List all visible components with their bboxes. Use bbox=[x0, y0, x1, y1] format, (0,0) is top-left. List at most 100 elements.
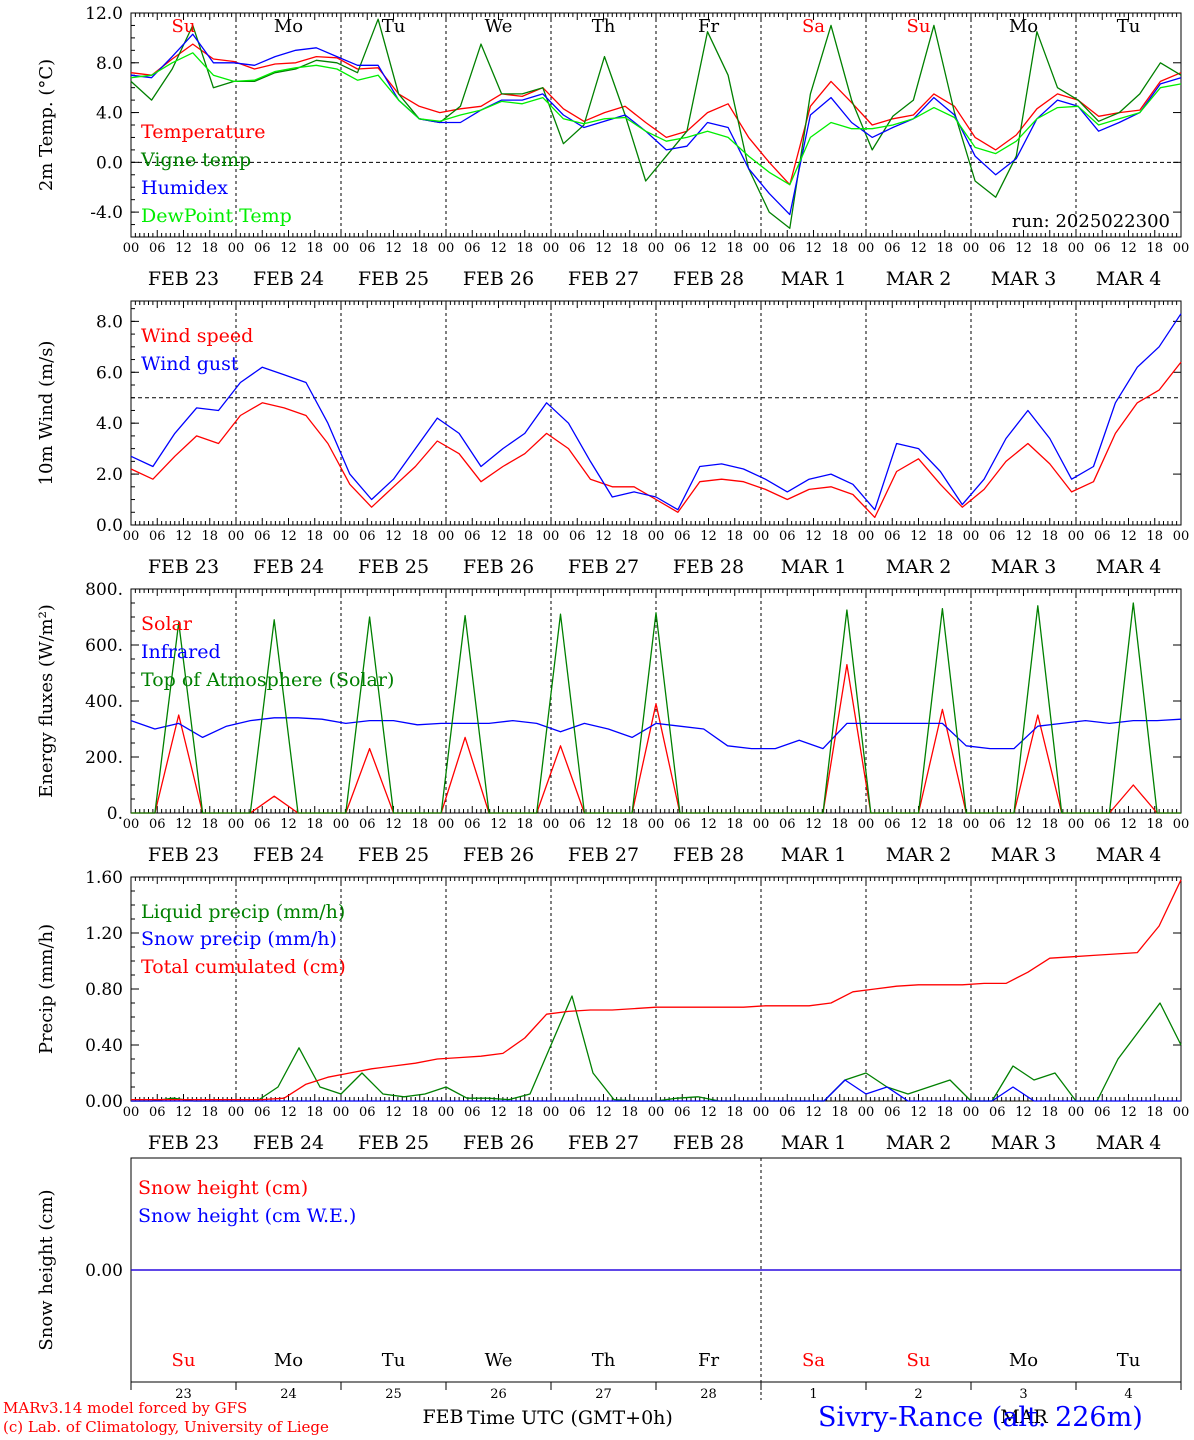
hour-tick-label: 18 bbox=[831, 1105, 848, 1120]
hour-tick-label: 18 bbox=[411, 241, 428, 256]
hour-tick-label: 12 bbox=[175, 241, 192, 256]
date-label: FEB 26 bbox=[463, 556, 534, 578]
date-label: FEB 23 bbox=[148, 268, 219, 290]
hour-tick-label: 18 bbox=[1041, 817, 1058, 832]
hour-tick-label: 00 bbox=[963, 241, 980, 256]
hour-tick-label: 00 bbox=[123, 817, 140, 832]
hour-tick-label: 06 bbox=[779, 529, 796, 544]
hour-tick-label: 06 bbox=[989, 817, 1006, 832]
weekday-label: Mo bbox=[1009, 16, 1038, 37]
month-label: MAR bbox=[1000, 1406, 1048, 1428]
weekday-label: Mo bbox=[1009, 1350, 1038, 1371]
legend-entry: Infrared bbox=[141, 641, 221, 663]
y-tick-label: 800. bbox=[85, 580, 123, 600]
hour-tick-label: 18 bbox=[936, 241, 953, 256]
hour-tick-label: 00 bbox=[543, 817, 560, 832]
hour-tick-label: 12 bbox=[490, 529, 507, 544]
hour-tick-label: 00 bbox=[333, 1105, 350, 1120]
legend-entry: Liquid precip (mm/h) bbox=[141, 901, 345, 923]
hour-tick-label: 00 bbox=[1173, 1105, 1190, 1120]
hour-tick-label: 12 bbox=[700, 241, 717, 256]
y-axis-title: 10m Wind (m/s) bbox=[36, 341, 57, 486]
hour-tick-label: 18 bbox=[516, 241, 533, 256]
legend-entry: DewPoint Temp bbox=[141, 205, 292, 227]
y-tick-label: 0.0 bbox=[96, 153, 123, 173]
hour-tick-label: 18 bbox=[1041, 241, 1058, 256]
hour-tick-label: 12 bbox=[490, 1105, 507, 1120]
y-tick-label: 1.60 bbox=[85, 868, 123, 888]
y-tick-label: 200. bbox=[85, 748, 123, 768]
hour-tick-label: 00 bbox=[1068, 241, 1085, 256]
weekday-label: We bbox=[485, 1350, 513, 1371]
hour-tick-label: 06 bbox=[149, 817, 166, 832]
date-label: FEB 27 bbox=[568, 844, 639, 866]
hour-tick-label: 12 bbox=[490, 817, 507, 832]
day-number-label: 1 bbox=[809, 1387, 817, 1402]
date-label: FEB 28 bbox=[673, 268, 744, 290]
hour-tick-label: 00 bbox=[648, 529, 665, 544]
weekday-label: Su bbox=[172, 16, 196, 37]
hour-tick-label: 00 bbox=[1173, 817, 1190, 832]
day-number-label: 23 bbox=[175, 1387, 192, 1402]
date-label: FEB 23 bbox=[148, 1132, 219, 1154]
hour-tick-label: 00 bbox=[123, 529, 140, 544]
hour-tick-label: 18 bbox=[1146, 241, 1163, 256]
date-label: MAR 2 bbox=[886, 556, 952, 578]
hour-tick-label: 00 bbox=[753, 241, 770, 256]
hour-tick-label: 06 bbox=[674, 529, 691, 544]
hour-tick-label: 00 bbox=[858, 817, 875, 832]
date-label: MAR 1 bbox=[781, 556, 847, 578]
y-tick-label: 1.20 bbox=[85, 924, 123, 944]
hour-tick-label: 00 bbox=[228, 241, 245, 256]
hour-tick-label: 12 bbox=[910, 529, 927, 544]
hour-tick-label: 00 bbox=[543, 1105, 560, 1120]
hour-tick-label: 00 bbox=[333, 529, 350, 544]
hour-tick-label: 12 bbox=[910, 241, 927, 256]
hour-tick-label: 00 bbox=[753, 529, 770, 544]
date-label: MAR 2 bbox=[886, 1132, 952, 1154]
hour-tick-label: 00 bbox=[228, 1105, 245, 1120]
date-label: MAR 4 bbox=[1096, 268, 1162, 290]
date-label: FEB 24 bbox=[253, 844, 324, 866]
series-line-total-cumulated-cm- bbox=[131, 879, 1182, 1101]
hour-tick-label: 06 bbox=[569, 529, 586, 544]
hour-tick-label: 06 bbox=[359, 817, 376, 832]
hour-tick-label: 12 bbox=[910, 817, 927, 832]
hour-tick-label: 12 bbox=[1120, 1105, 1137, 1120]
hour-tick-label: 12 bbox=[700, 817, 717, 832]
station-name: Sivry-Rance (alt. 226m) bbox=[818, 1402, 1143, 1433]
weekday-label: Fr bbox=[698, 1350, 719, 1371]
date-label: MAR 4 bbox=[1096, 556, 1162, 578]
series-line-dewpoint-temp bbox=[130, 52, 1182, 186]
y-tick-label: 0.40 bbox=[85, 1036, 123, 1056]
y-tick-label: -4.0 bbox=[90, 203, 123, 223]
hour-tick-label: 18 bbox=[516, 529, 533, 544]
hour-tick-label: 18 bbox=[201, 817, 218, 832]
plot-frame bbox=[130, 588, 1182, 814]
hour-tick-label: 18 bbox=[726, 529, 743, 544]
month-label: FEB bbox=[422, 1406, 463, 1428]
weekday-label: We bbox=[485, 16, 513, 37]
date-label: FEB 25 bbox=[358, 268, 429, 290]
hour-tick-label: 00 bbox=[123, 1105, 140, 1120]
hour-tick-label: 06 bbox=[569, 241, 586, 256]
hour-tick-label: 06 bbox=[359, 1105, 376, 1120]
hour-tick-label: 06 bbox=[149, 529, 166, 544]
hour-tick-label: 00 bbox=[438, 1105, 455, 1120]
hour-tick-label: 18 bbox=[726, 817, 743, 832]
hour-tick-label: 00 bbox=[123, 241, 140, 256]
date-label: MAR 3 bbox=[991, 556, 1057, 578]
y-tick-label: 0.00 bbox=[85, 1092, 123, 1112]
hour-tick-label: 06 bbox=[1094, 241, 1111, 256]
hour-tick-label: 12 bbox=[595, 817, 612, 832]
hour-tick-label: 12 bbox=[280, 529, 297, 544]
hour-tick-label: 06 bbox=[1094, 529, 1111, 544]
day-number-label: 27 bbox=[595, 1387, 612, 1402]
hour-tick-label: 00 bbox=[753, 817, 770, 832]
plot-frame bbox=[130, 300, 1182, 526]
hour-tick-label: 06 bbox=[1094, 1105, 1111, 1120]
y-tick-label: 0.0 bbox=[96, 516, 123, 536]
hour-tick-label: 06 bbox=[149, 1105, 166, 1120]
weekday-label: Tu bbox=[382, 1350, 406, 1371]
hour-tick-label: 12 bbox=[385, 529, 402, 544]
